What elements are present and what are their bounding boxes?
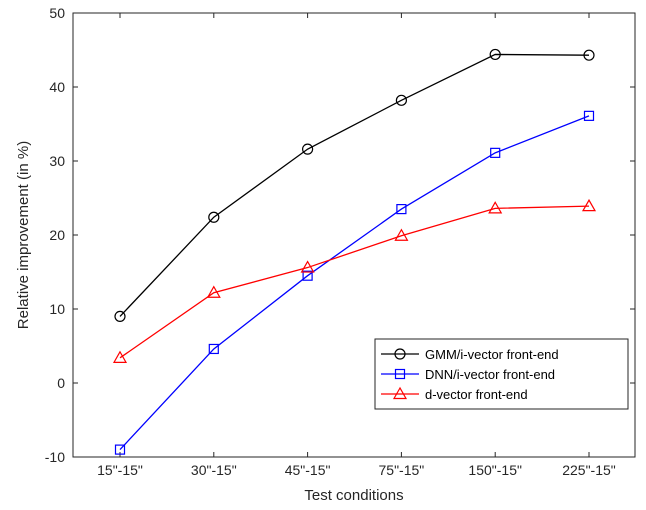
- y-tick-label: 30: [49, 153, 65, 169]
- series-line: [119, 53, 590, 317]
- data-point: [206, 285, 221, 298]
- y-axis-label: Relative improvement (in %): [15, 141, 32, 329]
- data-point: [583, 110, 595, 121]
- data-point: [302, 143, 314, 155]
- x-axis-label: Test conditions: [304, 487, 403, 504]
- series-square: [114, 110, 595, 455]
- data-point: [490, 147, 501, 158]
- data-point: [114, 310, 126, 322]
- y-tick-label: 0: [57, 375, 65, 391]
- plot-frame: [72, 12, 636, 458]
- legend-marker: [394, 368, 406, 380]
- y-tick-label: -10: [45, 449, 65, 465]
- series-triangle: [112, 198, 597, 363]
- data-point: [112, 350, 128, 363]
- data-point: [581, 198, 597, 212]
- x-axis-ticks: 15"-15" 30"-15" 45"-15" 75"-15" 150"-15" 225"…: [97, 13, 616, 478]
- legend-entry-label: GMM/i-vector front-end: [425, 347, 559, 362]
- data-point: [208, 211, 220, 223]
- series-line: [119, 205, 590, 359]
- x-tick-label: 225"-15": [562, 462, 616, 478]
- data-point: [114, 444, 126, 455]
- series-circle: [114, 48, 595, 322]
- x-tick-label: 30"-15": [191, 462, 237, 478]
- data-point: [395, 94, 407, 106]
- x-tick-label: 75"-15": [379, 462, 425, 478]
- data-point: [583, 49, 595, 61]
- data-point: [396, 204, 407, 215]
- y-axis-ticks: -10 0 10 20 30 40 50: [45, 5, 635, 465]
- legend-marker: [392, 386, 408, 400]
- series-line: [119, 115, 590, 451]
- legend-entry-label: DNN/i-vector front-end: [425, 367, 555, 382]
- legend: GMM/i-vector front-end DNN/i-vector front…: [374, 338, 629, 410]
- series-layer: [112, 48, 597, 455]
- data-point: [394, 228, 409, 241]
- data-point: [302, 270, 313, 281]
- legend-marker: [394, 348, 406, 360]
- data-point: [489, 48, 501, 61]
- data-point: [488, 201, 503, 214]
- x-tick-label: 45"-15": [285, 462, 331, 478]
- y-tick-label: 10: [49, 301, 65, 317]
- legend-entry-label: d-vector front-end: [425, 387, 528, 402]
- y-tick-label: 50: [49, 5, 65, 21]
- y-tick-label: 20: [49, 227, 65, 243]
- x-tick-label: 15"-15": [97, 462, 143, 478]
- data-point: [208, 343, 219, 355]
- y-tick-label: 40: [49, 79, 65, 95]
- data-point: [300, 260, 315, 273]
- x-tick-label: 150"-15": [468, 462, 522, 478]
